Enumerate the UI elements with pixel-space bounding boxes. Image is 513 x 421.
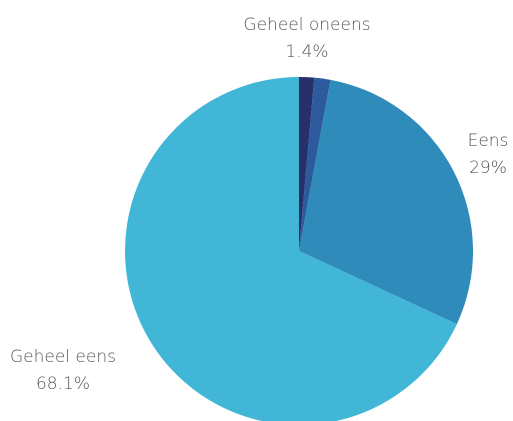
slice-value-label-geheel-eens: 68.1% <box>36 374 90 394</box>
slice-label-eens: Eens <box>468 131 509 151</box>
pie-slice-eens <box>299 79 473 325</box>
pie-slice-0 <box>299 77 315 251</box>
pie-slice-1 <box>299 77 331 251</box>
pie-slices <box>125 77 473 421</box>
pie-slice-geheel-eens <box>125 77 457 421</box>
callout-value-label: 1.4% <box>285 42 328 62</box>
callout-label: Geheel oneens <box>243 15 370 35</box>
slice-value-label-eens: 29% <box>469 158 507 178</box>
slice-label-geheel-eens: Geheel eens <box>10 347 116 367</box>
